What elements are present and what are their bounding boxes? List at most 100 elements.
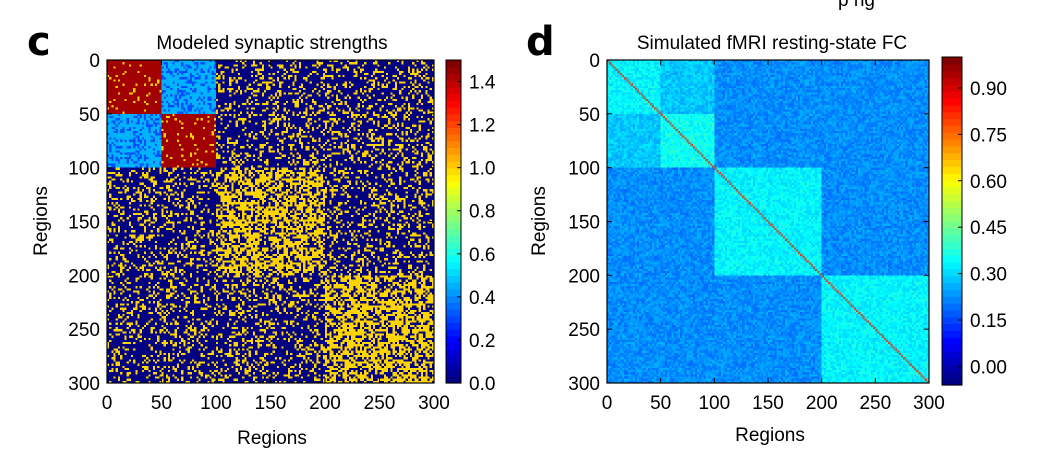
colorbar-swatch (942, 125, 962, 133)
colorbar-swatch (942, 303, 962, 311)
colorbar-swatch (446, 187, 461, 196)
colorbar-swatch (446, 66, 461, 75)
colorbar-swatch (942, 145, 962, 154)
x-tick-label: 150 (752, 393, 784, 414)
x-tick-label: 150 (255, 393, 287, 414)
chart-title: Simulated fMRI resting-state FC (637, 33, 907, 54)
colorbar-swatch (446, 80, 461, 88)
colorbar-tick-label: 1.2 (469, 116, 495, 137)
colorbar-swatch (942, 296, 962, 304)
x-tick-label: 100 (200, 393, 232, 414)
x-tick-label: 50 (151, 393, 172, 414)
y-tick-label: 250 (568, 320, 600, 341)
colorbar-tick-label: 0.6 (469, 245, 495, 266)
y-tick-label: 300 (568, 374, 600, 395)
colorbar-tick-label: 0.45 (970, 218, 1007, 239)
y-tick-label: 100 (68, 159, 100, 180)
y-tick-label: 250 (68, 320, 100, 341)
colorbar-swatch (942, 84, 962, 92)
x-tick-label: 0 (602, 393, 613, 414)
heatmap-cells (107, 60, 434, 383)
colorbar-tick-label: 0.30 (970, 265, 1007, 286)
colorbar-swatch (446, 167, 461, 175)
colorbar-swatch (942, 98, 962, 106)
y-tick-label: 50 (79, 105, 100, 126)
colorbar-swatch (942, 221, 962, 229)
colorbar-swatch (446, 322, 461, 330)
colorbar-swatch (942, 378, 962, 386)
colorbar-swatch (446, 93, 461, 101)
x-tick-label: 250 (859, 393, 891, 414)
colorbar-swatch (446, 241, 461, 250)
colorbar-swatch (446, 268, 461, 276)
colorbar-swatch (446, 261, 461, 270)
colorbar-swatch (942, 357, 962, 366)
colorbar-swatch (942, 139, 962, 147)
colorbar-swatch (446, 282, 461, 290)
colorbar-swatch (942, 330, 962, 338)
panel-label: d (526, 19, 555, 65)
colorbar-frame (941, 56, 963, 386)
colorbar-swatch (446, 362, 461, 371)
x-tick-label: 200 (309, 393, 341, 414)
colorbar-swatch (446, 255, 461, 263)
colorbar-swatch (942, 268, 962, 277)
colorbar-tick-label: 0.4 (469, 288, 496, 309)
colorbar-swatch (446, 113, 461, 122)
panel-c: c Modeled synaptic strengths 0 50 100 150 20… (27, 19, 496, 449)
x-axis-label: Regions (735, 425, 805, 446)
colorbar: 0.00 0.15 0.30 0.45 0.60 0.75 0.90 (941, 56, 1007, 386)
colorbar-swatch (942, 159, 962, 167)
colorbar-swatch (942, 371, 962, 379)
y-tick-label: 150 (68, 213, 100, 234)
colorbar-swatch (942, 309, 962, 318)
colorbar-swatch (446, 335, 461, 344)
y-tick-label: 300 (68, 374, 100, 395)
colorbar-swatch (446, 174, 461, 182)
colorbar-tick-label: 0.2 (469, 331, 495, 352)
x-tick-label: 300 (913, 393, 945, 414)
panel-label: c (27, 19, 51, 65)
colorbar-swatch (942, 255, 962, 263)
colorbar-swatch (446, 140, 461, 149)
colorbar-swatch (446, 295, 461, 303)
colorbar-swatch (942, 193, 962, 202)
colorbar-swatch (446, 147, 461, 155)
y-tick-label: 150 (568, 213, 600, 234)
colorbar-swatch (942, 57, 962, 65)
colorbar-swatch (446, 100, 461, 108)
colorbar-swatch (446, 127, 461, 135)
colorbar-tick-label: 0.00 (970, 357, 1007, 378)
colorbar-swatch (446, 356, 461, 364)
colorbar-swatch (446, 201, 461, 209)
colorbar-swatch (446, 107, 461, 115)
colorbar-swatch (446, 308, 461, 317)
colorbar-swatch (446, 288, 461, 297)
diagonal-line (606, 59, 930, 384)
colorbar-swatch (446, 120, 461, 128)
colorbar-swatch (446, 73, 461, 81)
colorbar-tick-label: 1.0 (469, 159, 495, 180)
colorbar-swatch (446, 234, 461, 243)
y-tick-label: 100 (568, 159, 600, 180)
y-tick-label: 200 (68, 266, 100, 287)
colorbar-swatch (446, 228, 461, 236)
x-tick-label: 300 (418, 393, 450, 414)
colorbar-swatch (942, 70, 962, 79)
colorbar-swatch (446, 86, 461, 95)
y-tick-label: 0 (89, 51, 100, 72)
colorbar-swatch (942, 323, 962, 331)
colorbar-tick-label: 0.90 (970, 79, 1007, 100)
colorbar-swatch (942, 104, 962, 113)
x-tick-label: 200 (806, 393, 838, 414)
colorbar-swatch (942, 91, 962, 99)
colorbar-swatch (446, 302, 461, 310)
colorbar-swatch (942, 275, 962, 284)
colorbar-swatch (446, 154, 461, 162)
colorbar-swatch (446, 60, 461, 68)
chart-title: Modeled synaptic strengths (156, 33, 387, 54)
colorbar-swatch (446, 315, 461, 324)
colorbar-swatch (942, 186, 962, 195)
colorbar-tick-label: 1.4 (469, 73, 496, 94)
